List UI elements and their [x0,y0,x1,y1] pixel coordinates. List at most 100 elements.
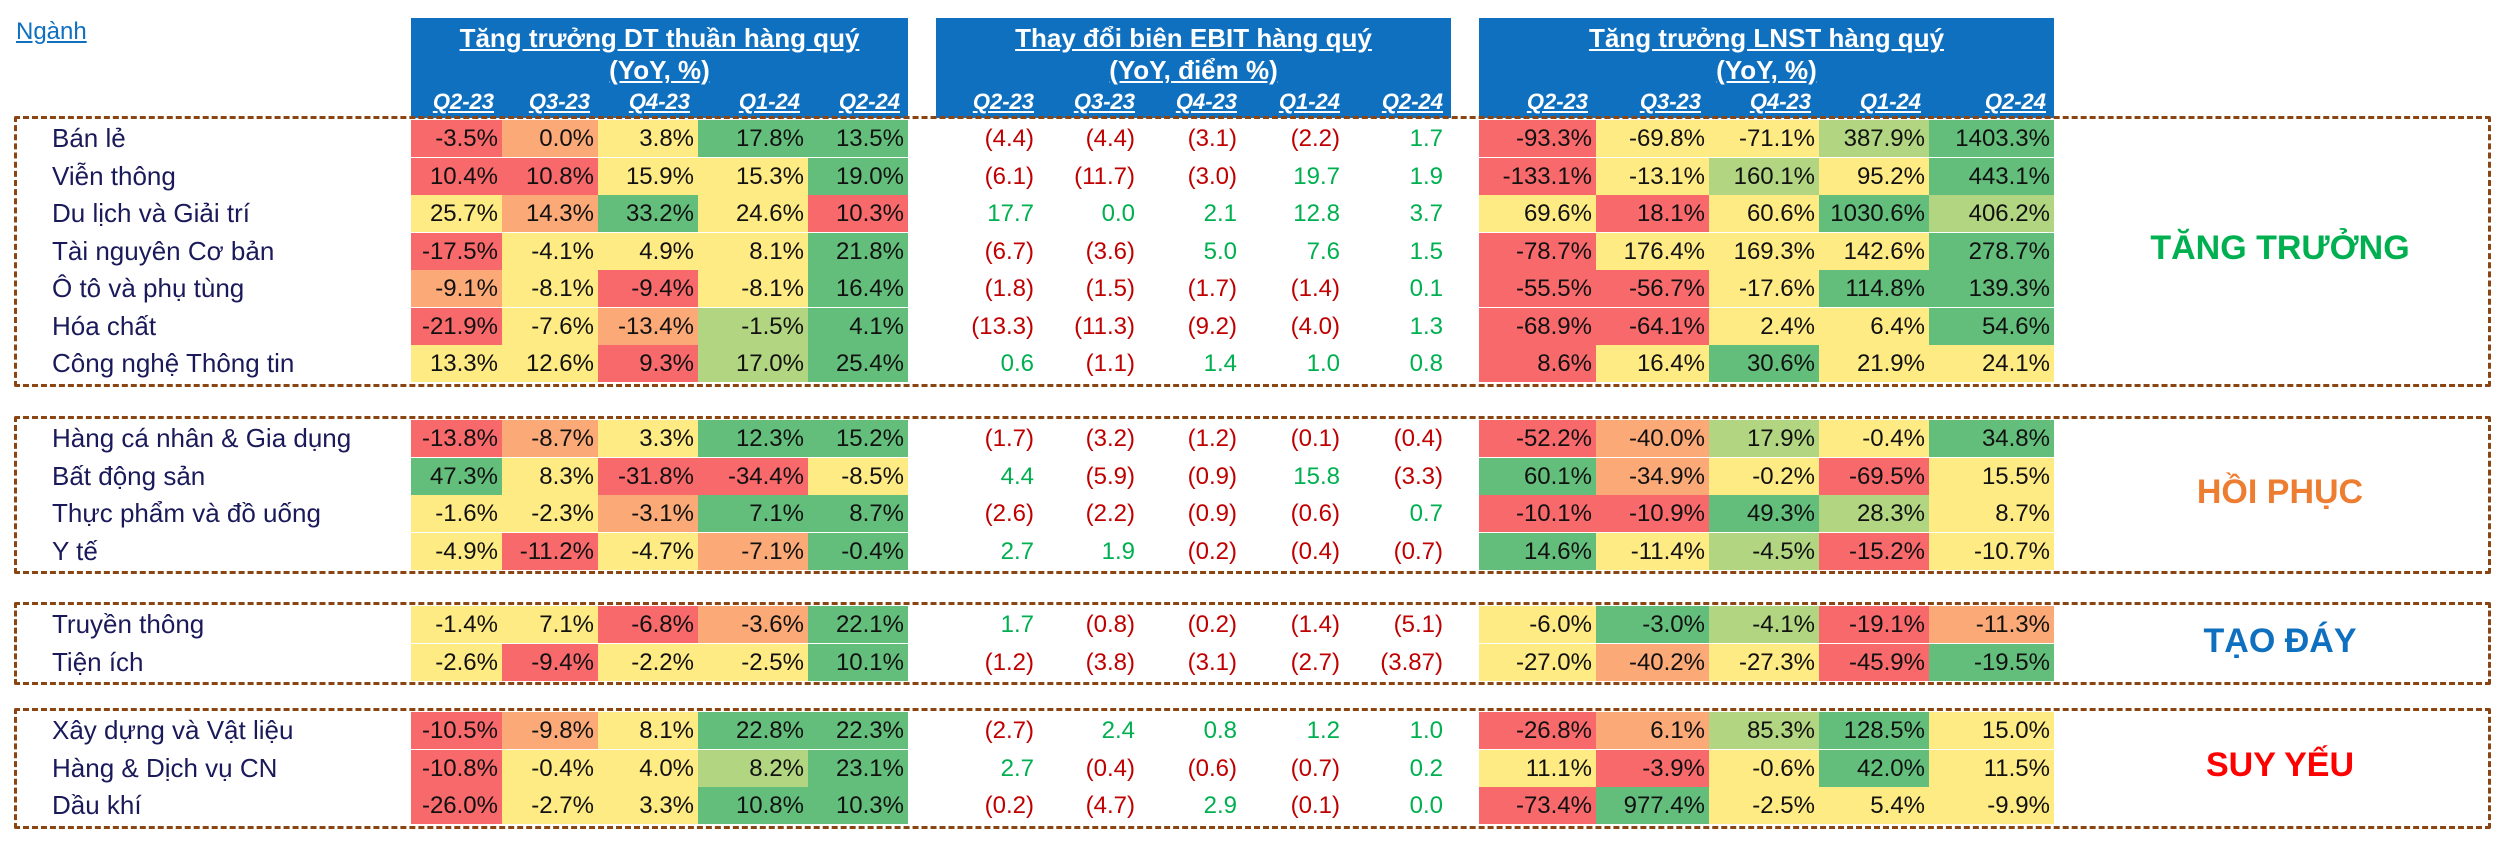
npat-cell: 21.9% [1819,345,1929,382]
revenue-quarter-header: Q3-23 [502,88,598,116]
revenue-cell: 23.1% [808,749,908,787]
ebit-cell: (0.4) [1085,754,1135,782]
revenue-cell: 10.8% [502,157,598,195]
revenue-cell: 4.0% [598,749,698,787]
revenue-cell: 7.1% [698,495,808,532]
revenue-cell: 9.3% [598,345,698,382]
ebit-cell: (6.7) [984,237,1034,265]
ebit-cell: 1.7 [1000,611,1034,638]
revenue-cell: -1.6% [411,495,502,532]
npat-quarter-header: Q2-23 [1479,88,1596,116]
ebit-cell: (0.2) [1187,611,1237,638]
revenue-quarter-header: Q1-24 [698,88,808,116]
npat-cell: 2.4% [1709,307,1819,345]
ebit-cell: (2.6) [984,500,1034,527]
revenue-cell: -0.4% [502,749,598,787]
revenue-cell: -8.7% [502,420,598,457]
ebit-cell: 7.6 [1306,237,1340,265]
npat-cell: -27.3% [1709,643,1819,681]
revenue-cell: 19.0% [808,157,908,195]
npat-cell: -64.1% [1596,307,1709,345]
ebit-cell: 3.7 [1409,200,1443,227]
revenue-cell: 13.5% [808,120,908,157]
revenue-cell: 33.2% [598,195,698,232]
ebit-cell: (3.1) [1187,648,1237,676]
npat-cell: 169.3% [1709,232,1819,270]
sector-name: Du lịch và Giải trí [52,198,250,228]
ebit-cell: 0.8 [1409,350,1443,377]
sector-name: Tài nguyên Cơ bản [52,235,275,266]
npat-cell: -0.4% [1819,420,1929,457]
revenue-cell: 15.9% [598,157,698,195]
npat-cell: 17.9% [1709,420,1819,457]
revenue-cell: 8.3% [502,457,598,495]
npat-cell: 24.1% [1929,345,2054,382]
npat-cell: -26.8% [1479,712,1596,749]
ebit-cell: (5.9) [1085,462,1135,490]
sector-name: Xây dựng và Vật liệu [52,715,294,745]
revenue-quarter-header: Q2-24 [808,88,908,116]
ebit-cell: (0.1) [1290,425,1340,452]
ebit-cell: 0.2 [1409,754,1443,782]
npat-cell: -45.9% [1819,643,1929,681]
ebit-header-unit: (YoY, điểm %) [1109,55,1278,85]
npat-cell: 176.4% [1596,232,1709,270]
npat-cell: -55.5% [1479,270,1596,307]
npat-cell: 8.6% [1479,345,1596,382]
npat-cell: -56.7% [1596,270,1709,307]
revenue-cell: 3.3% [598,787,698,824]
ebit-cell: (3.8) [1085,648,1135,676]
revenue-cell: 0.0% [502,120,598,157]
revenue-cell: -4.1% [502,232,598,270]
npat-cell: 406.2% [1929,195,2054,232]
npat-cell: -73.4% [1479,787,1596,824]
ebit-cell: 19.7 [1293,162,1340,190]
revenue-cell: -6.8% [598,606,698,643]
revenue-cell: -8.1% [698,270,808,307]
npat-cell: -0.2% [1709,457,1819,495]
group-box [14,416,2491,574]
revenue-cell: -2.5% [698,643,808,681]
ebit-cell: (0.9) [1187,500,1237,527]
revenue-cell: -9.8% [502,712,598,749]
npat-cell: 15.5% [1929,457,2054,495]
revenue-cell: -9.4% [502,643,598,681]
revenue-header-title: Tăng trưởng DT thuần hàng quý [459,23,860,53]
ebit-cell: 0.8 [1203,717,1237,744]
ebit-cell: (3.1) [1187,125,1237,152]
revenue-cell: 8.1% [698,232,808,270]
group-label: HỒI PHỤC [2196,473,2364,511]
revenue-cell: 10.1% [808,643,908,681]
npat-cell: 85.3% [1709,712,1819,749]
ebit-cell: (1.1) [1085,350,1135,377]
npat-cell: 15.0% [1929,712,2054,749]
npat-cell: -10.9% [1596,495,1709,532]
group-box [14,116,2491,387]
npat-cell: 278.7% [1929,232,2054,270]
revenue-cell: -13.8% [411,420,502,457]
sector-name: Hàng cá nhân & Gia dụng [52,423,352,453]
npat-quarter-header: Q1-24 [1819,88,1929,116]
revenue-cell: -11.2% [502,532,598,570]
ebit-cell: (1.5) [1085,275,1135,302]
ebit-cell: (3.6) [1085,237,1135,265]
group-box [14,708,2491,829]
revenue-cell: -3.1% [598,495,698,532]
sector-name: Viễn thông [52,160,176,191]
ebit-cell: (2.7) [1290,648,1340,676]
ebit-cell: 1.3 [1409,312,1443,340]
ebit-cell: 1.0 [1409,717,1443,744]
npat-header-title: Tăng trưởng LNST hàng quý [1588,23,1945,53]
sector-name: Dầu khí [52,790,142,820]
revenue-cell: -2.3% [502,495,598,532]
ebit-cell: (0.4) [1290,537,1340,565]
revenue-cell: 15.3% [698,157,808,195]
npat-cell: 139.3% [1929,270,2054,307]
revenue-cell: 16.4% [808,270,908,307]
revenue-quarter-header: Q2-23 [411,88,502,116]
ebit-cell: (1.7) [984,425,1034,452]
npat-quarter-header: Q3-23 [1596,88,1709,116]
ebit-cell: (4.4) [984,125,1034,152]
npat-cell: 1030.6% [1819,195,1929,232]
npat-cell: -40.0% [1596,420,1709,457]
